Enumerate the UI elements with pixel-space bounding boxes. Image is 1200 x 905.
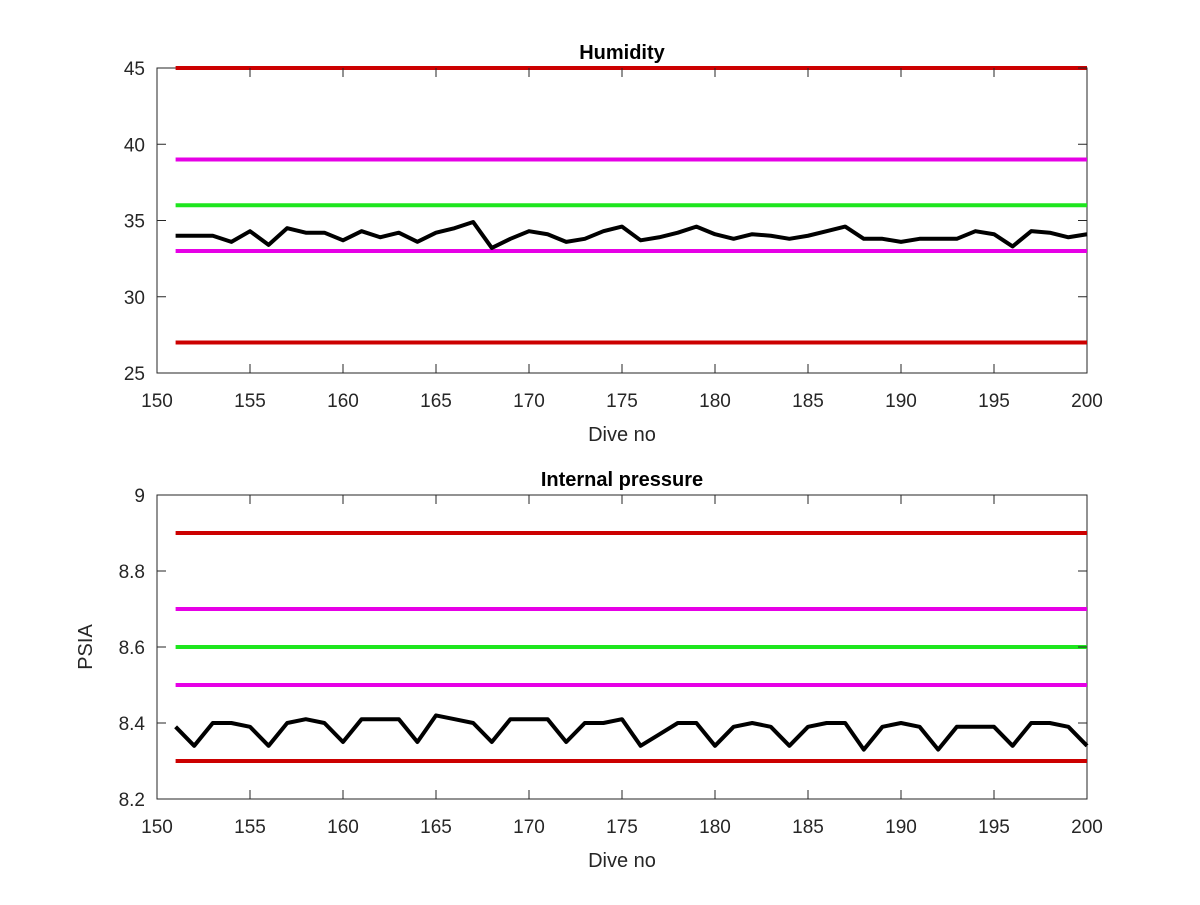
x-tick-label: 155	[234, 391, 266, 412]
series-line-0	[174, 713, 1089, 752]
plot-area-box	[156, 67, 1088, 374]
x-tick-label: 200	[1071, 817, 1103, 838]
x-tick-label: 185	[792, 391, 824, 412]
x-tick-label: 160	[327, 391, 359, 412]
x-tick-label: 190	[885, 391, 917, 412]
chart-title: Humidity	[579, 42, 665, 64]
x-tick-label: 175	[606, 817, 638, 838]
y-tick-label: 8.2	[119, 790, 145, 811]
y-tick-label: 8.4	[119, 714, 146, 735]
y-tick-label: 25	[124, 364, 145, 385]
y-tick-label: 8.6	[119, 638, 145, 659]
y-tick-label: 45	[124, 59, 145, 80]
x-tick-label: 185	[792, 817, 824, 838]
x-tick-label: 190	[885, 817, 917, 838]
y-tick-label: 30	[124, 288, 145, 309]
x-tick-label: 195	[978, 391, 1010, 412]
x-axis-label: Dive no	[588, 424, 656, 446]
chart-panel-0: 150 155 160 165 170 175 180 185 190 195 200 25 30 35 4…	[124, 42, 1103, 446]
x-tick-label: 175	[606, 391, 638, 412]
x-tick-label: 155	[234, 817, 266, 838]
x-tick-label: 150	[141, 817, 173, 838]
series-line-0	[175, 220, 1088, 250]
x-tick-label: 160	[327, 817, 359, 838]
x-tick-label: 165	[420, 391, 452, 412]
x-tick-label: 200	[1071, 391, 1103, 412]
y-tick-label: 35	[124, 212, 145, 233]
x-tick-label: 165	[420, 817, 452, 838]
y-tick-label: 9	[134, 486, 145, 507]
x-tick-label: 195	[978, 817, 1010, 838]
x-tick-label: 150	[141, 391, 173, 412]
x-tick-label: 170	[513, 391, 545, 412]
chart-title: Internal pressure	[541, 469, 703, 491]
x-tick-label: 170	[513, 817, 545, 838]
y-tick-label: 40	[124, 135, 145, 156]
chart-panel-1: 150 155 160 165 170 175 180 185 190 195 200 8.2 8.4 8…	[75, 469, 1103, 872]
x-axis-label: Dive no	[588, 850, 656, 872]
y-axis-label: PSIA	[75, 624, 97, 670]
x-tick-label: 180	[699, 817, 731, 838]
y-tick-label: 8.8	[119, 562, 145, 583]
x-tick-label: 180	[699, 391, 731, 412]
